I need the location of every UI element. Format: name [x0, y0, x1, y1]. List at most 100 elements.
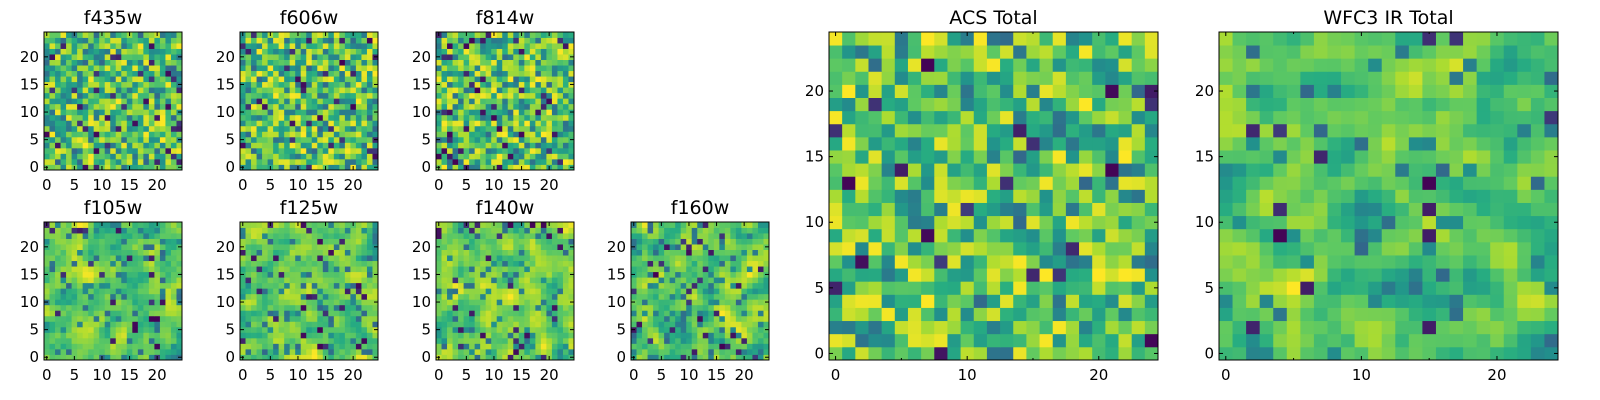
heatmap-cell [284, 158, 291, 165]
heatmap-cell [881, 215, 896, 230]
heatmap-cell [551, 131, 558, 138]
heatmap-cell [535, 120, 542, 127]
heatmap-cell [55, 131, 61, 138]
heatmap-cell [551, 120, 558, 127]
heatmap-cell [719, 227, 726, 234]
heatmap-cell [295, 326, 302, 333]
heatmap-cell [513, 114, 520, 121]
heatmap-cell [642, 277, 648, 284]
heatmap-cell [447, 147, 453, 154]
heatmap-cell [507, 299, 514, 306]
heatmap-cell [295, 120, 302, 127]
heatmap-cell [507, 222, 514, 228]
heatmap-cell [115, 43, 122, 49]
heatmap-cell [154, 109, 161, 116]
axes-frame [43, 31, 183, 171]
heatmap-cell [480, 147, 487, 154]
heatmap-cell [88, 142, 95, 149]
heatmap-cell [278, 43, 285, 49]
heatmap-cell [686, 293, 693, 300]
heatmap-cell [295, 337, 302, 344]
heatmap-cell [686, 255, 693, 262]
heatmap-cell [551, 227, 558, 234]
heatmap-cell [306, 255, 313, 262]
heatmap-cell [458, 48, 464, 55]
heatmap-cell [344, 260, 351, 267]
heatmap-cell [251, 271, 257, 278]
heatmap-cell [251, 65, 257, 72]
heatmap-cell [713, 321, 720, 328]
heatmap-cell [829, 228, 843, 243]
heatmap-cell [137, 120, 144, 127]
heatmap-cell [708, 326, 715, 333]
heatmap-cell [708, 233, 715, 239]
heatmap-cell [562, 153, 569, 160]
heatmap-cell [104, 120, 111, 127]
heatmap-cell [562, 136, 569, 143]
heatmap-cell [518, 233, 525, 239]
heatmap-cell [132, 343, 139, 350]
heatmap-cell [284, 120, 291, 127]
heatmap-cell [551, 32, 558, 38]
heatmap-cell [568, 48, 575, 55]
heatmap-cell [66, 120, 72, 127]
heatmap-cell [240, 343, 246, 350]
heatmap-cell [262, 87, 268, 94]
heatmap-cell [513, 266, 520, 273]
heatmap-cell [540, 343, 547, 350]
heatmap-cell [132, 54, 139, 60]
heatmap-cell [1131, 189, 1146, 203]
heatmap-cell [176, 114, 183, 121]
heatmap-cell [77, 59, 84, 66]
heatmap-cell [372, 315, 379, 322]
heatmap-cell [77, 131, 84, 138]
heatmap-cell [557, 310, 564, 317]
heatmap-cell [474, 153, 481, 160]
heatmap-cell [713, 249, 720, 256]
heatmap-cell [240, 227, 246, 234]
heatmap-cell [278, 255, 285, 262]
heatmap-cell [273, 304, 280, 311]
heatmap-cell [507, 81, 514, 88]
heatmap-cell [1039, 176, 1054, 190]
heatmap-cell [311, 164, 318, 171]
heatmap-cell [842, 268, 856, 282]
heatmap-cell [557, 131, 564, 138]
heatmap-cell [88, 164, 95, 171]
heatmap-cell [535, 238, 542, 245]
heatmap-cell [540, 54, 547, 60]
heatmap-cell [675, 288, 682, 295]
heatmap-cell [350, 310, 357, 317]
heatmap-cell [441, 98, 448, 105]
heatmap-cell [77, 288, 84, 295]
heatmap-cell [960, 268, 975, 282]
heatmap-cell [49, 43, 56, 49]
heatmap-cell [881, 320, 896, 335]
heatmap-cell [317, 282, 324, 289]
heatmap-cell [251, 233, 257, 239]
heatmap-cell [686, 310, 693, 317]
heatmap-cell [708, 277, 715, 284]
heatmap-cell [137, 315, 144, 322]
heatmap-cell [66, 354, 72, 361]
heatmap-cell [240, 304, 246, 311]
heatmap-cell [333, 153, 340, 160]
heatmap-cell [278, 282, 285, 289]
heatmap-cell [333, 32, 340, 38]
heatmap-cell [513, 125, 520, 132]
heatmap-cell [110, 255, 117, 262]
heatmap-cell [436, 238, 442, 245]
heatmap-cell [132, 293, 139, 300]
heatmap-cell [568, 249, 575, 256]
heatmap-cell [1026, 189, 1040, 203]
heatmap-cell [524, 114, 531, 121]
heatmap-cell [322, 125, 329, 132]
heatmap-cell [49, 299, 56, 306]
heatmap-cell [524, 326, 531, 333]
heatmap-cell [540, 271, 547, 278]
heatmap-cell [986, 202, 1001, 217]
heatmap-cell [1065, 150, 1080, 164]
heatmap-cell [485, 114, 492, 121]
heatmap-cell [540, 92, 547, 99]
heatmap-cell [894, 202, 909, 217]
